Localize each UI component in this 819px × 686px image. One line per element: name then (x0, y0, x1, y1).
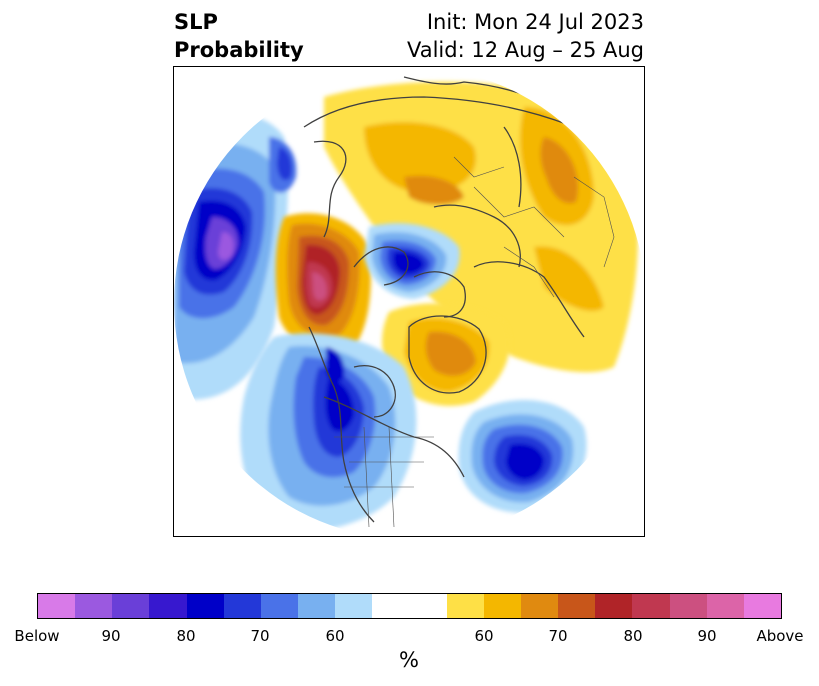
colorbar-segment-above (446, 594, 484, 618)
colorbar-segment-below (75, 594, 113, 618)
anomaly-west-na-below (240, 333, 417, 531)
colorbar-tick: 70 (250, 627, 270, 645)
colorbar-tick: 80 (176, 627, 196, 645)
colorbar-tick: 90 (101, 627, 121, 645)
anomaly-alaska-above (275, 213, 371, 351)
colorbar-segment-below (260, 594, 299, 618)
colorbar-segment-above (595, 594, 633, 618)
colorbar-tick: Above (756, 627, 804, 645)
colorbar-tick: Below (14, 627, 60, 645)
borders (334, 156, 615, 528)
variable-label: SLP (174, 10, 218, 34)
colorbar (37, 593, 782, 619)
colorbar-tick: 60 (325, 627, 345, 645)
colorbar-segment-above (669, 594, 707, 618)
anomaly-north-pacific-below (174, 113, 297, 400)
colorbar-segment-above (743, 594, 782, 618)
colorbar-tick: 60 (474, 627, 494, 645)
colorbar-segment-above (521, 594, 559, 618)
colorbar-segment-above (706, 594, 744, 618)
colorbar-segment-below (186, 594, 224, 618)
colorbar-segment-below (149, 594, 187, 618)
colorbar-segment-above (483, 594, 522, 618)
colorbar-segment-above (632, 594, 670, 618)
anomaly-north-atlantic-below (458, 400, 587, 513)
valid-dates: Valid: 12 Aug – 25 Aug (406, 38, 644, 62)
colorbar-segment-below (298, 594, 336, 618)
colorbar-tick: 80 (623, 627, 643, 645)
colorbar-segment-below (112, 594, 150, 618)
colorbar-tick: 70 (548, 627, 568, 645)
init-date: Init: Mon 24 Jul 2023 (426, 10, 644, 34)
date-info: Init: Mon 24 Jul 2023 Valid: 12 Aug – 25… (407, 8, 644, 64)
colorbar-segment-above (558, 594, 596, 618)
colorbar-segment-below (38, 594, 76, 618)
colorbar-segment-below (335, 594, 373, 618)
colorbar-unit-label: % (399, 648, 419, 672)
colorbar-segment-neutral (372, 594, 447, 618)
colorbar-tick: 90 (697, 627, 717, 645)
colorbar-segment-below (223, 594, 261, 618)
polar-map (174, 67, 644, 536)
chart-title: SLP Probability (174, 8, 304, 64)
map-panel (173, 66, 645, 537)
type-label: Probability (174, 38, 304, 62)
